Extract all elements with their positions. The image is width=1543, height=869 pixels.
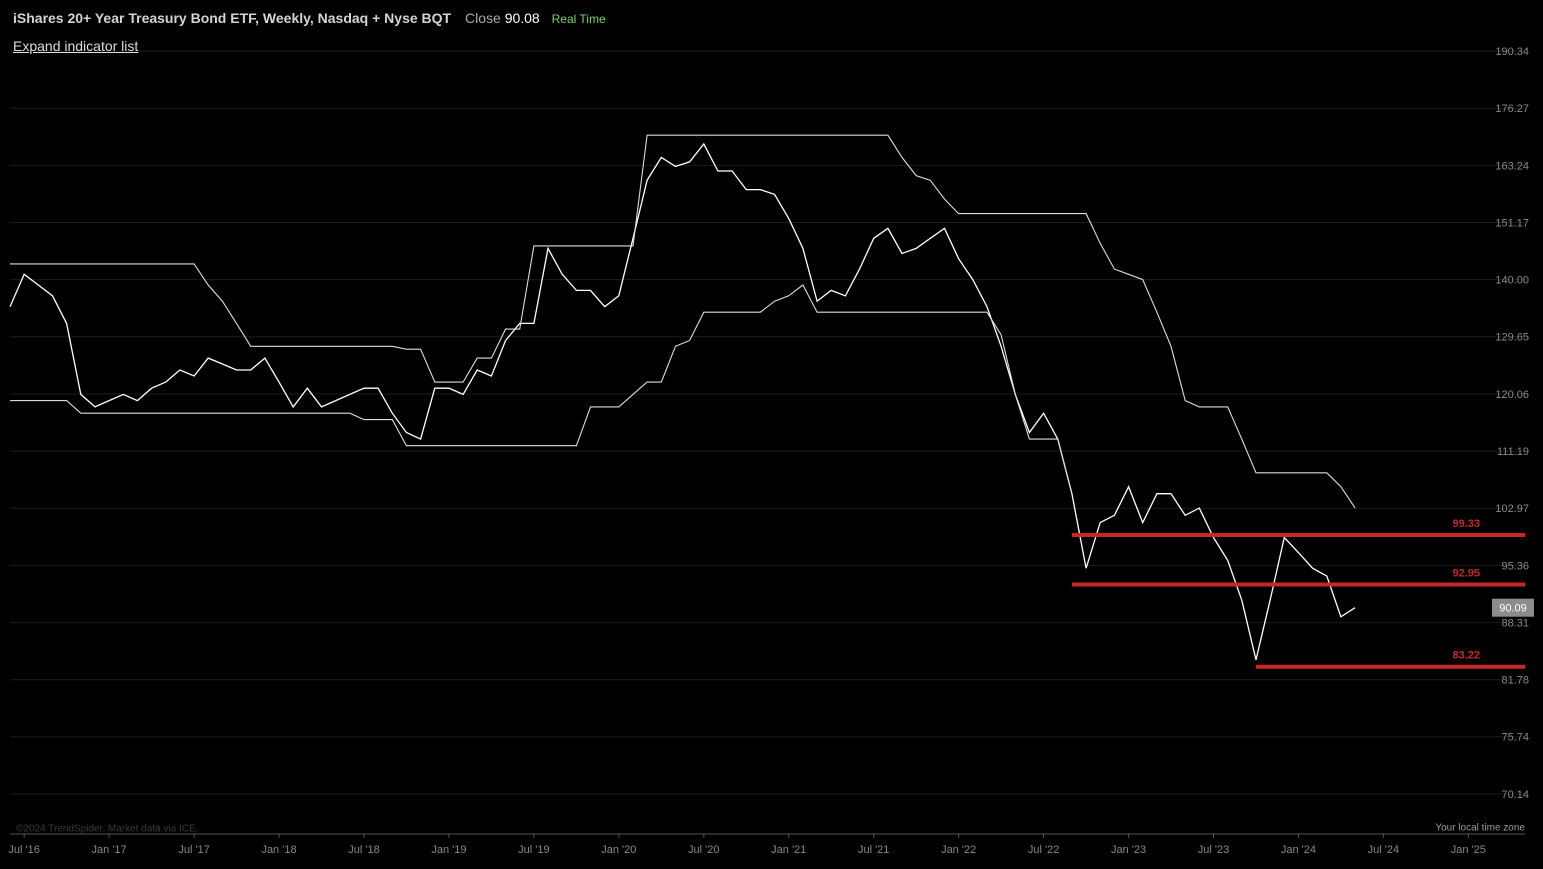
chart-title: iShares 20+ Year Treasury Bond ETF, Week… bbox=[13, 10, 452, 26]
price-tag-label: 90.09 bbox=[1499, 603, 1527, 615]
x-tick-label: Jan '19 bbox=[431, 844, 466, 856]
price-line bbox=[9, 142, 1356, 660]
level-label: 92.95 bbox=[1452, 567, 1480, 579]
level-label: 99.33 bbox=[1452, 518, 1480, 530]
y-tick-label: 140.00 bbox=[1495, 275, 1529, 287]
x-tick-label: Jan '22 bbox=[941, 844, 976, 856]
x-tick-label: Jan '18 bbox=[261, 844, 296, 856]
x-tick-label: Jul '18 bbox=[348, 844, 379, 856]
y-tick-label: 190.34 bbox=[1495, 46, 1529, 58]
expand-indicators[interactable]: Expand indicator list bbox=[13, 38, 139, 54]
y-tick-label: 163.24 bbox=[1495, 160, 1529, 172]
y-tick-label: 102.97 bbox=[1495, 503, 1529, 515]
x-tick-label: Jan '17 bbox=[92, 844, 127, 856]
channel-line bbox=[10, 284, 1073, 494]
x-tick-label: Jan '25 bbox=[1451, 844, 1486, 856]
x-tick-label: Jan '23 bbox=[1111, 844, 1146, 856]
x-tick-label: Jul '23 bbox=[1198, 844, 1229, 856]
y-tick-label: 129.65 bbox=[1495, 332, 1529, 344]
level-label: 83.22 bbox=[1452, 650, 1480, 662]
timezone: Your local time zone bbox=[1435, 823, 1525, 834]
y-tick-label: 176.27 bbox=[1495, 103, 1529, 115]
close-value: 90.08 bbox=[504, 10, 540, 26]
copyright: ©2024 TrendSpider. Market data via ICE. bbox=[16, 824, 198, 835]
x-tick-label: Jul '20 bbox=[688, 844, 719, 856]
y-tick-label: 120.06 bbox=[1495, 389, 1529, 401]
y-tick-label: 111.19 bbox=[1497, 446, 1529, 458]
status: Real Time bbox=[551, 12, 606, 26]
x-tick-label: Jan '20 bbox=[601, 844, 636, 856]
x-tick-label: Jul '24 bbox=[1368, 844, 1399, 856]
y-tick-label: 151.17 bbox=[1495, 217, 1529, 229]
close-label: Close bbox=[465, 10, 501, 26]
x-tick-label: Jan '24 bbox=[1281, 844, 1316, 856]
price-tag bbox=[1492, 598, 1534, 617]
x-tick-label: Jul '17 bbox=[178, 844, 209, 856]
header: iShares 20+ Year Treasury Bond ETF, Week… bbox=[13, 10, 606, 26]
x-tick-label: Jul '22 bbox=[1028, 844, 1059, 856]
y-tick-label: 81.78 bbox=[1501, 675, 1529, 687]
y-tick-label: 75.74 bbox=[1501, 732, 1529, 744]
x-tick-label: Jan '21 bbox=[771, 844, 806, 856]
x-tick-label: Jul '21 bbox=[858, 844, 889, 856]
y-tick-label: 88.31 bbox=[1501, 617, 1529, 629]
y-tick-label: 95.36 bbox=[1501, 560, 1529, 572]
channel-line bbox=[10, 134, 1356, 509]
x-tick-label: Jul '19 bbox=[518, 844, 549, 856]
y-tick-label: 70.14 bbox=[1501, 789, 1529, 801]
x-tick-label: Jul '16 bbox=[8, 844, 39, 856]
